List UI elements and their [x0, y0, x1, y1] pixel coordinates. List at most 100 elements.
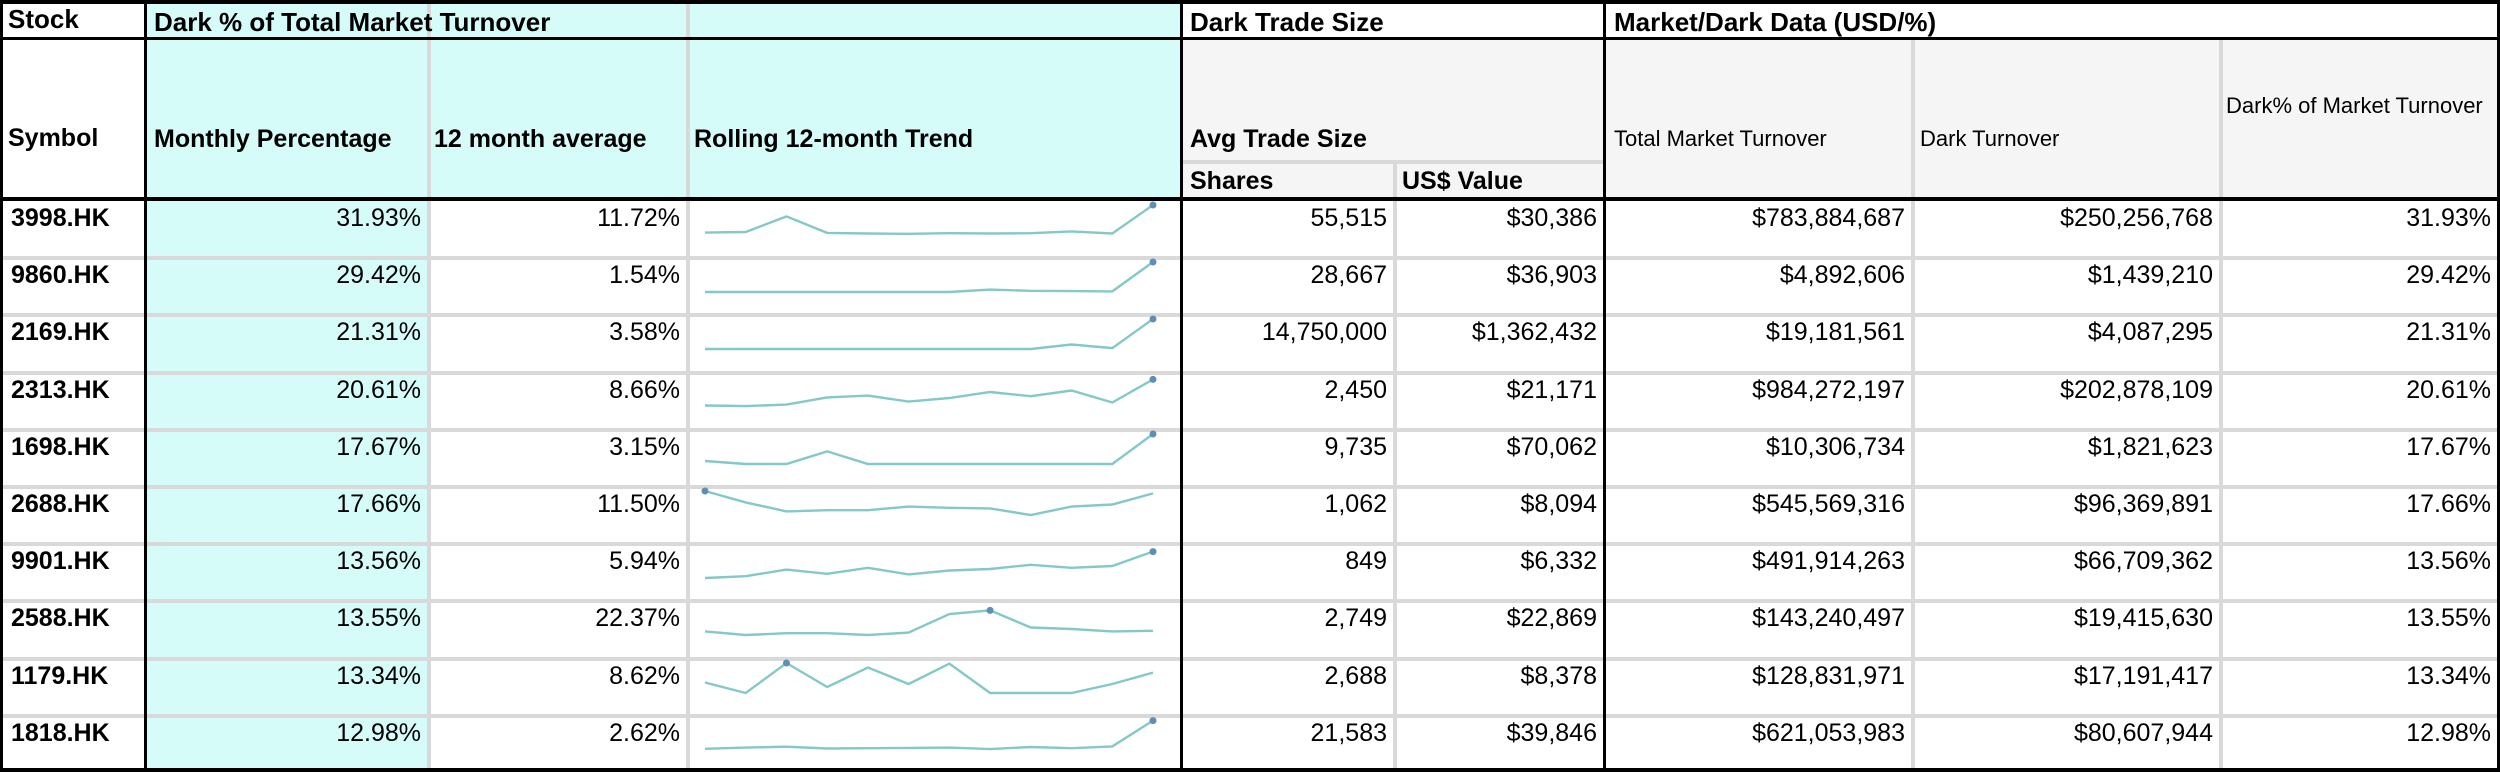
dark-pct-market-turnover-cell: 13.56% [2406, 547, 2491, 576]
twelve-month-average-cell: 5.94% [609, 547, 680, 576]
rolling-trend-header: Rolling 12-month Trend [694, 125, 974, 153]
dark-pct-subheader-bg [147, 40, 1180, 198]
twelve-month-average-header: 12 month average [434, 125, 647, 153]
gridline [1183, 160, 1603, 164]
trend-line [704, 432, 1154, 465]
trend-marker [1149, 375, 1157, 383]
border [1180, 0, 1183, 772]
gridline [686, 0, 690, 772]
monthly-percentage-cell: 17.66% [336, 490, 421, 518]
trend-line [704, 489, 1154, 517]
gridline [1911, 40, 1915, 772]
usd-value-cell: $70,062 [1506, 432, 1597, 461]
shares-cell: 2,749 [1324, 604, 1387, 633]
dark-pct-market-turnover-cell: 13.34% [2406, 661, 2491, 690]
monthly-percentage-header: Monthly Percentage [154, 125, 392, 153]
dark-turnover-cell: $1,439,210 [2087, 261, 2213, 290]
trend-marker [1149, 430, 1157, 438]
trend-line [704, 719, 1154, 751]
dark-turnover-cell: $80,607,944 [2073, 718, 2213, 747]
shares-cell: 55,515 [1310, 204, 1387, 232]
dark-turnover-cell: $1,821,623 [2087, 432, 2213, 461]
usd-value-cell: $1,362,432 [1471, 318, 1597, 347]
border [0, 0, 2500, 4]
shares-cell: 2,688 [1324, 661, 1387, 690]
usd-value-header: US$ Value [1402, 167, 1523, 195]
shares-cell: 1,062 [1324, 490, 1387, 518]
total-market-turnover-cell: $783,884,687 [1752, 204, 1905, 232]
shares-cell: 21,583 [1310, 718, 1387, 747]
trend-sparkline [705, 258, 1157, 294]
twelve-month-average-cell: 3.58% [609, 318, 680, 347]
usd-value-cell: $6,332 [1520, 547, 1597, 576]
total-market-turnover-cell: $491,914,263 [1752, 547, 1905, 576]
symbol-cell: 1698.HK [11, 432, 110, 461]
monthly-percentage-cell: 13.55% [336, 604, 421, 633]
shares-cell: 14,750,000 [1261, 318, 1387, 347]
trend-sparkline [701, 487, 1154, 517]
gridline [0, 542, 2500, 547]
twelve-month-average-cell: 3.15% [609, 432, 680, 461]
monthly-percentage-cell: 13.56% [336, 547, 421, 576]
shares-cell: 849 [1345, 547, 1387, 576]
border [0, 0, 3, 772]
trend-line [705, 318, 1154, 351]
dark-pct-market-turnover-cell: 13.55% [2406, 604, 2491, 633]
twelve-month-average-cell: 11.50% [597, 490, 680, 518]
gridline [0, 485, 2500, 489]
symbol-header: Symbol [8, 124, 99, 152]
symbol-cell: 1179.HK [11, 661, 109, 690]
trend-line [704, 609, 1154, 637]
gridline [427, 0, 431, 772]
market-dark-header-bg [1606, 40, 2500, 198]
border [1603, 0, 1606, 772]
trend-sparkline [705, 315, 1157, 351]
usd-value-cell: $39,846 [1506, 718, 1597, 747]
dark-turnover-header: Dark Turnover [1920, 126, 2060, 151]
usd-value-cell: $36,903 [1506, 261, 1597, 290]
symbol-cell: 2313.HK [11, 375, 110, 404]
dark-turnover-cell: $19,415,630 [2073, 604, 2213, 633]
symbol-cell: 1818.HK [11, 718, 110, 747]
trend-marker [986, 607, 994, 615]
trend-marker [1149, 315, 1157, 323]
shares-cell: 2,450 [1324, 375, 1387, 404]
trend-line [704, 377, 1154, 407]
trend-sparkline [704, 607, 1154, 637]
symbol-cell: 3998.HK [11, 204, 110, 232]
dark-turnover-cell: $4,087,295 [2087, 318, 2213, 347]
trend-marker [1149, 201, 1157, 209]
twelve-month-average-cell: 1.54% [609, 261, 680, 290]
monthly-percentage-cell: 17.67% [336, 432, 421, 461]
usd-value-cell: $22,869 [1506, 604, 1597, 633]
usd-value-cell: $8,378 [1520, 661, 1597, 690]
symbol-cell: 2169.HK [11, 318, 110, 347]
gridline [0, 313, 2500, 318]
twelve-month-average-cell: 8.66% [609, 375, 680, 404]
dark-pct-market-turnover-cell: 29.42% [2406, 261, 2491, 290]
dark-pct-market-turnover-cell: 12.98% [2406, 718, 2491, 747]
border [0, 768, 2500, 772]
border [2497, 0, 2500, 772]
dark-pct-market-turnover-header: Dark% of Market Turnover [2226, 93, 2483, 118]
gridline [1393, 162, 1397, 772]
gridline [2219, 40, 2223, 772]
total-market-turnover-cell: $984,272,197 [1752, 375, 1905, 404]
dark-pct-market-turnover-cell: 20.61% [2406, 375, 2491, 404]
twelve-month-average-cell: 2.62% [609, 718, 680, 747]
gridline [0, 656, 2500, 661]
trend-marker [1149, 716, 1157, 724]
gridline [0, 427, 2500, 432]
dark-pct-market-turnover-cell: 17.67% [2406, 432, 2491, 461]
total-market-turnover-cell: $143,240,497 [1752, 604, 1905, 633]
total-market-turnover-cell: $4,892,606 [1779, 261, 1905, 290]
dark-pct-group-bg [147, 4, 1180, 40]
trend-sparkline [704, 375, 1157, 407]
total-market-turnover-cell: $621,053,983 [1752, 718, 1905, 747]
trend-marker [1149, 258, 1157, 266]
usd-value-cell: $21,171 [1506, 375, 1597, 404]
dark-turnover-cell: $202,878,109 [2060, 375, 2213, 404]
trend-line [704, 204, 1154, 236]
monthly-percentage-cell: 13.34% [336, 661, 421, 690]
dark-pct-market-turnover-cell: 17.66% [2406, 490, 2491, 518]
